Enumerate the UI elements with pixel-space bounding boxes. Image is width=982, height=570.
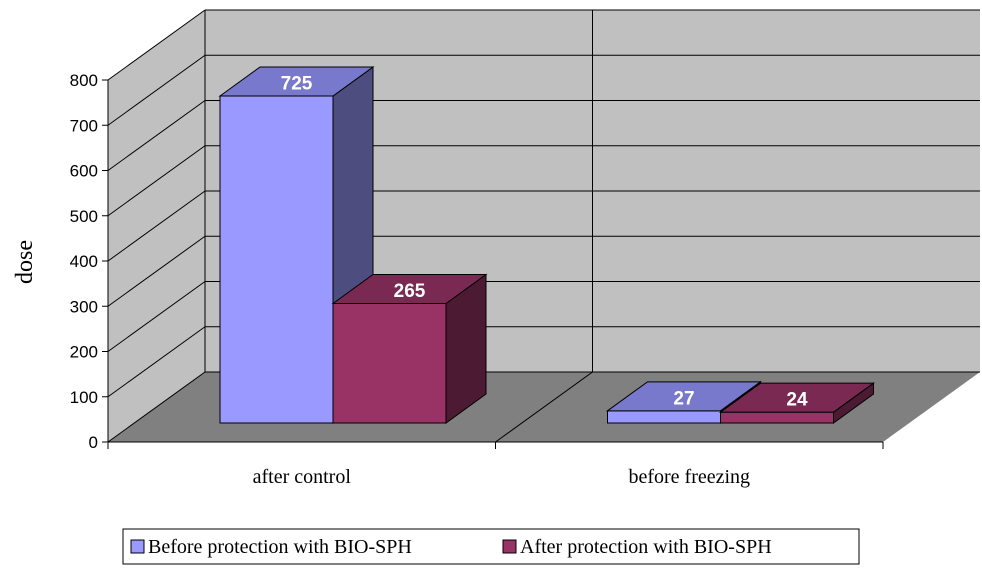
gridline-side xyxy=(107,145,206,217)
chart-legend: Before protection with BIO-SPH After prot… xyxy=(122,528,860,565)
y-axis-title: dose xyxy=(12,240,38,284)
bar-front xyxy=(219,95,334,424)
bar-top xyxy=(718,382,876,413)
data-label: 265 xyxy=(394,281,426,302)
legend-label: Before protection with BIO-SPH xyxy=(148,536,412,558)
gridline-side xyxy=(107,371,206,443)
y-tick-label: 800 xyxy=(70,71,98,90)
bar-top xyxy=(605,381,763,412)
gridline-side xyxy=(107,100,206,171)
gridline-side xyxy=(107,9,206,81)
x-tick-label: before freezing xyxy=(628,466,750,488)
x-tick-label: after control xyxy=(253,466,352,488)
chart-ticks: 0 100 200 300 400 500 600 700 800 after control be… xyxy=(70,71,884,488)
data-label: 24 xyxy=(786,390,808,411)
gridline-side xyxy=(107,326,206,398)
chart-labels: 725 265 27 24 xyxy=(281,74,808,411)
legend-swatch xyxy=(130,539,145,554)
y-tick-label: 500 xyxy=(70,207,98,226)
floor-divider xyxy=(495,371,593,443)
bar-front xyxy=(607,410,721,424)
bar xyxy=(718,382,876,424)
y-tick-label: 700 xyxy=(70,116,98,135)
y-tick-label: 200 xyxy=(70,343,98,362)
legend-swatch xyxy=(502,539,517,554)
bar-top xyxy=(331,273,488,304)
gridline-side xyxy=(107,54,206,126)
y-tick-label: 100 xyxy=(70,388,98,407)
bar-top xyxy=(218,66,375,97)
data-label: 27 xyxy=(673,388,694,409)
gridline-side xyxy=(107,190,206,262)
y-tick-label: 0 xyxy=(89,433,98,452)
y-tick-label: 300 xyxy=(70,297,98,316)
gridline-side xyxy=(107,235,206,307)
legend-box xyxy=(122,528,860,565)
data-label: 725 xyxy=(281,74,313,95)
bar-front xyxy=(332,302,447,424)
chart-bars xyxy=(218,66,876,424)
bar-front xyxy=(720,411,834,424)
y-tick-label: 600 xyxy=(70,162,98,181)
y-tick-label: 400 xyxy=(70,252,98,271)
gridline-side xyxy=(107,281,206,352)
bar xyxy=(331,273,488,424)
legend-label: After protection with BIO-SPH xyxy=(520,536,772,558)
